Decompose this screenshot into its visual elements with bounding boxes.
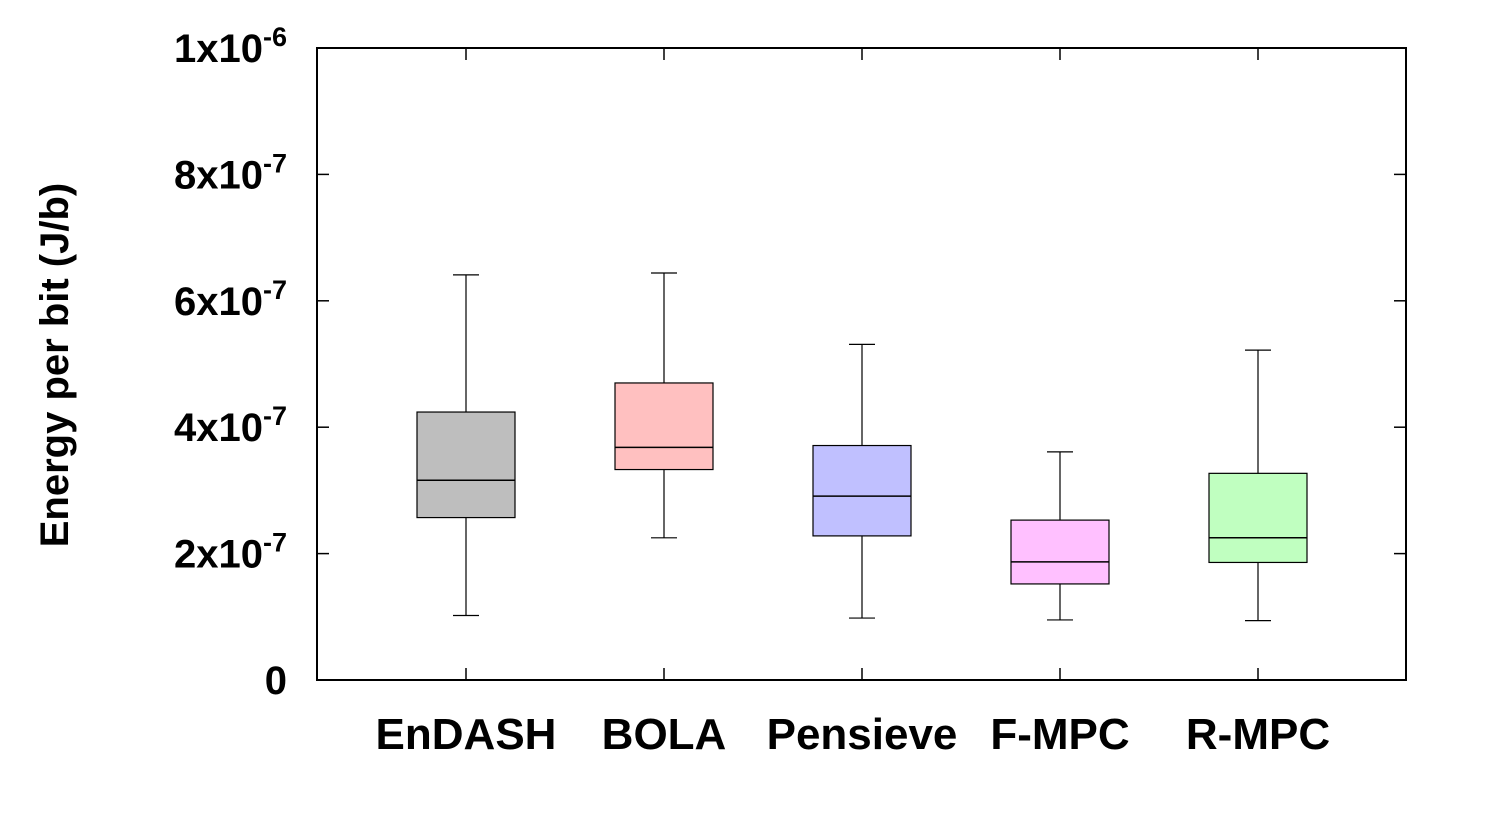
x-category-label: F-MPC xyxy=(990,710,1129,759)
y-tick-exponent: -7 xyxy=(263,401,287,431)
y-tick-label: 4x10-7 xyxy=(174,401,287,450)
y-tick-mantissa: 0 xyxy=(265,659,287,703)
x-category-label: R-MPC xyxy=(1186,710,1330,759)
box-pensieve xyxy=(812,343,912,619)
y-tick-exponent: -7 xyxy=(263,275,287,305)
iqr-box xyxy=(416,411,516,519)
iqr-box xyxy=(1208,472,1308,564)
y-tick-label: 2x10-7 xyxy=(174,528,287,577)
iqr-box xyxy=(1010,519,1110,585)
box-endash xyxy=(416,274,516,617)
y-tick-label: 1x10-6 xyxy=(174,22,287,71)
y-tick-exponent: -6 xyxy=(263,22,287,52)
y-tick-label: 6x10-7 xyxy=(174,275,287,324)
chart-marks xyxy=(416,272,1308,622)
box-f-mpc xyxy=(1010,451,1110,621)
y-tick-label: 0 xyxy=(265,659,287,703)
y-tick-mantissa: 6x10 xyxy=(174,280,263,324)
iqr-box xyxy=(614,382,714,471)
y-tick-mantissa: 4x10 xyxy=(174,406,263,450)
x-axis: EnDASH BOLA Pensieve F-MPC R-MPC xyxy=(376,48,1330,759)
x-category-label: Pensieve xyxy=(767,710,958,759)
y-tick-mantissa: 2x10 xyxy=(174,533,263,577)
y-tick-label: 8x10-7 xyxy=(174,148,287,197)
y-tick-exponent: -7 xyxy=(263,528,287,558)
y-axis-title: Energy per bit (J/b) xyxy=(33,183,77,548)
iqr-box xyxy=(812,444,912,537)
y-tick-mantissa: 1x10 xyxy=(174,27,263,71)
x-category-label: EnDASH xyxy=(376,710,557,759)
y-tick-mantissa: 8x10 xyxy=(174,153,263,197)
box-bola xyxy=(614,272,714,539)
y-tick-exponent: -7 xyxy=(263,148,287,178)
box-r-mpc xyxy=(1208,349,1308,622)
x-category-label: BOLA xyxy=(602,710,727,759)
